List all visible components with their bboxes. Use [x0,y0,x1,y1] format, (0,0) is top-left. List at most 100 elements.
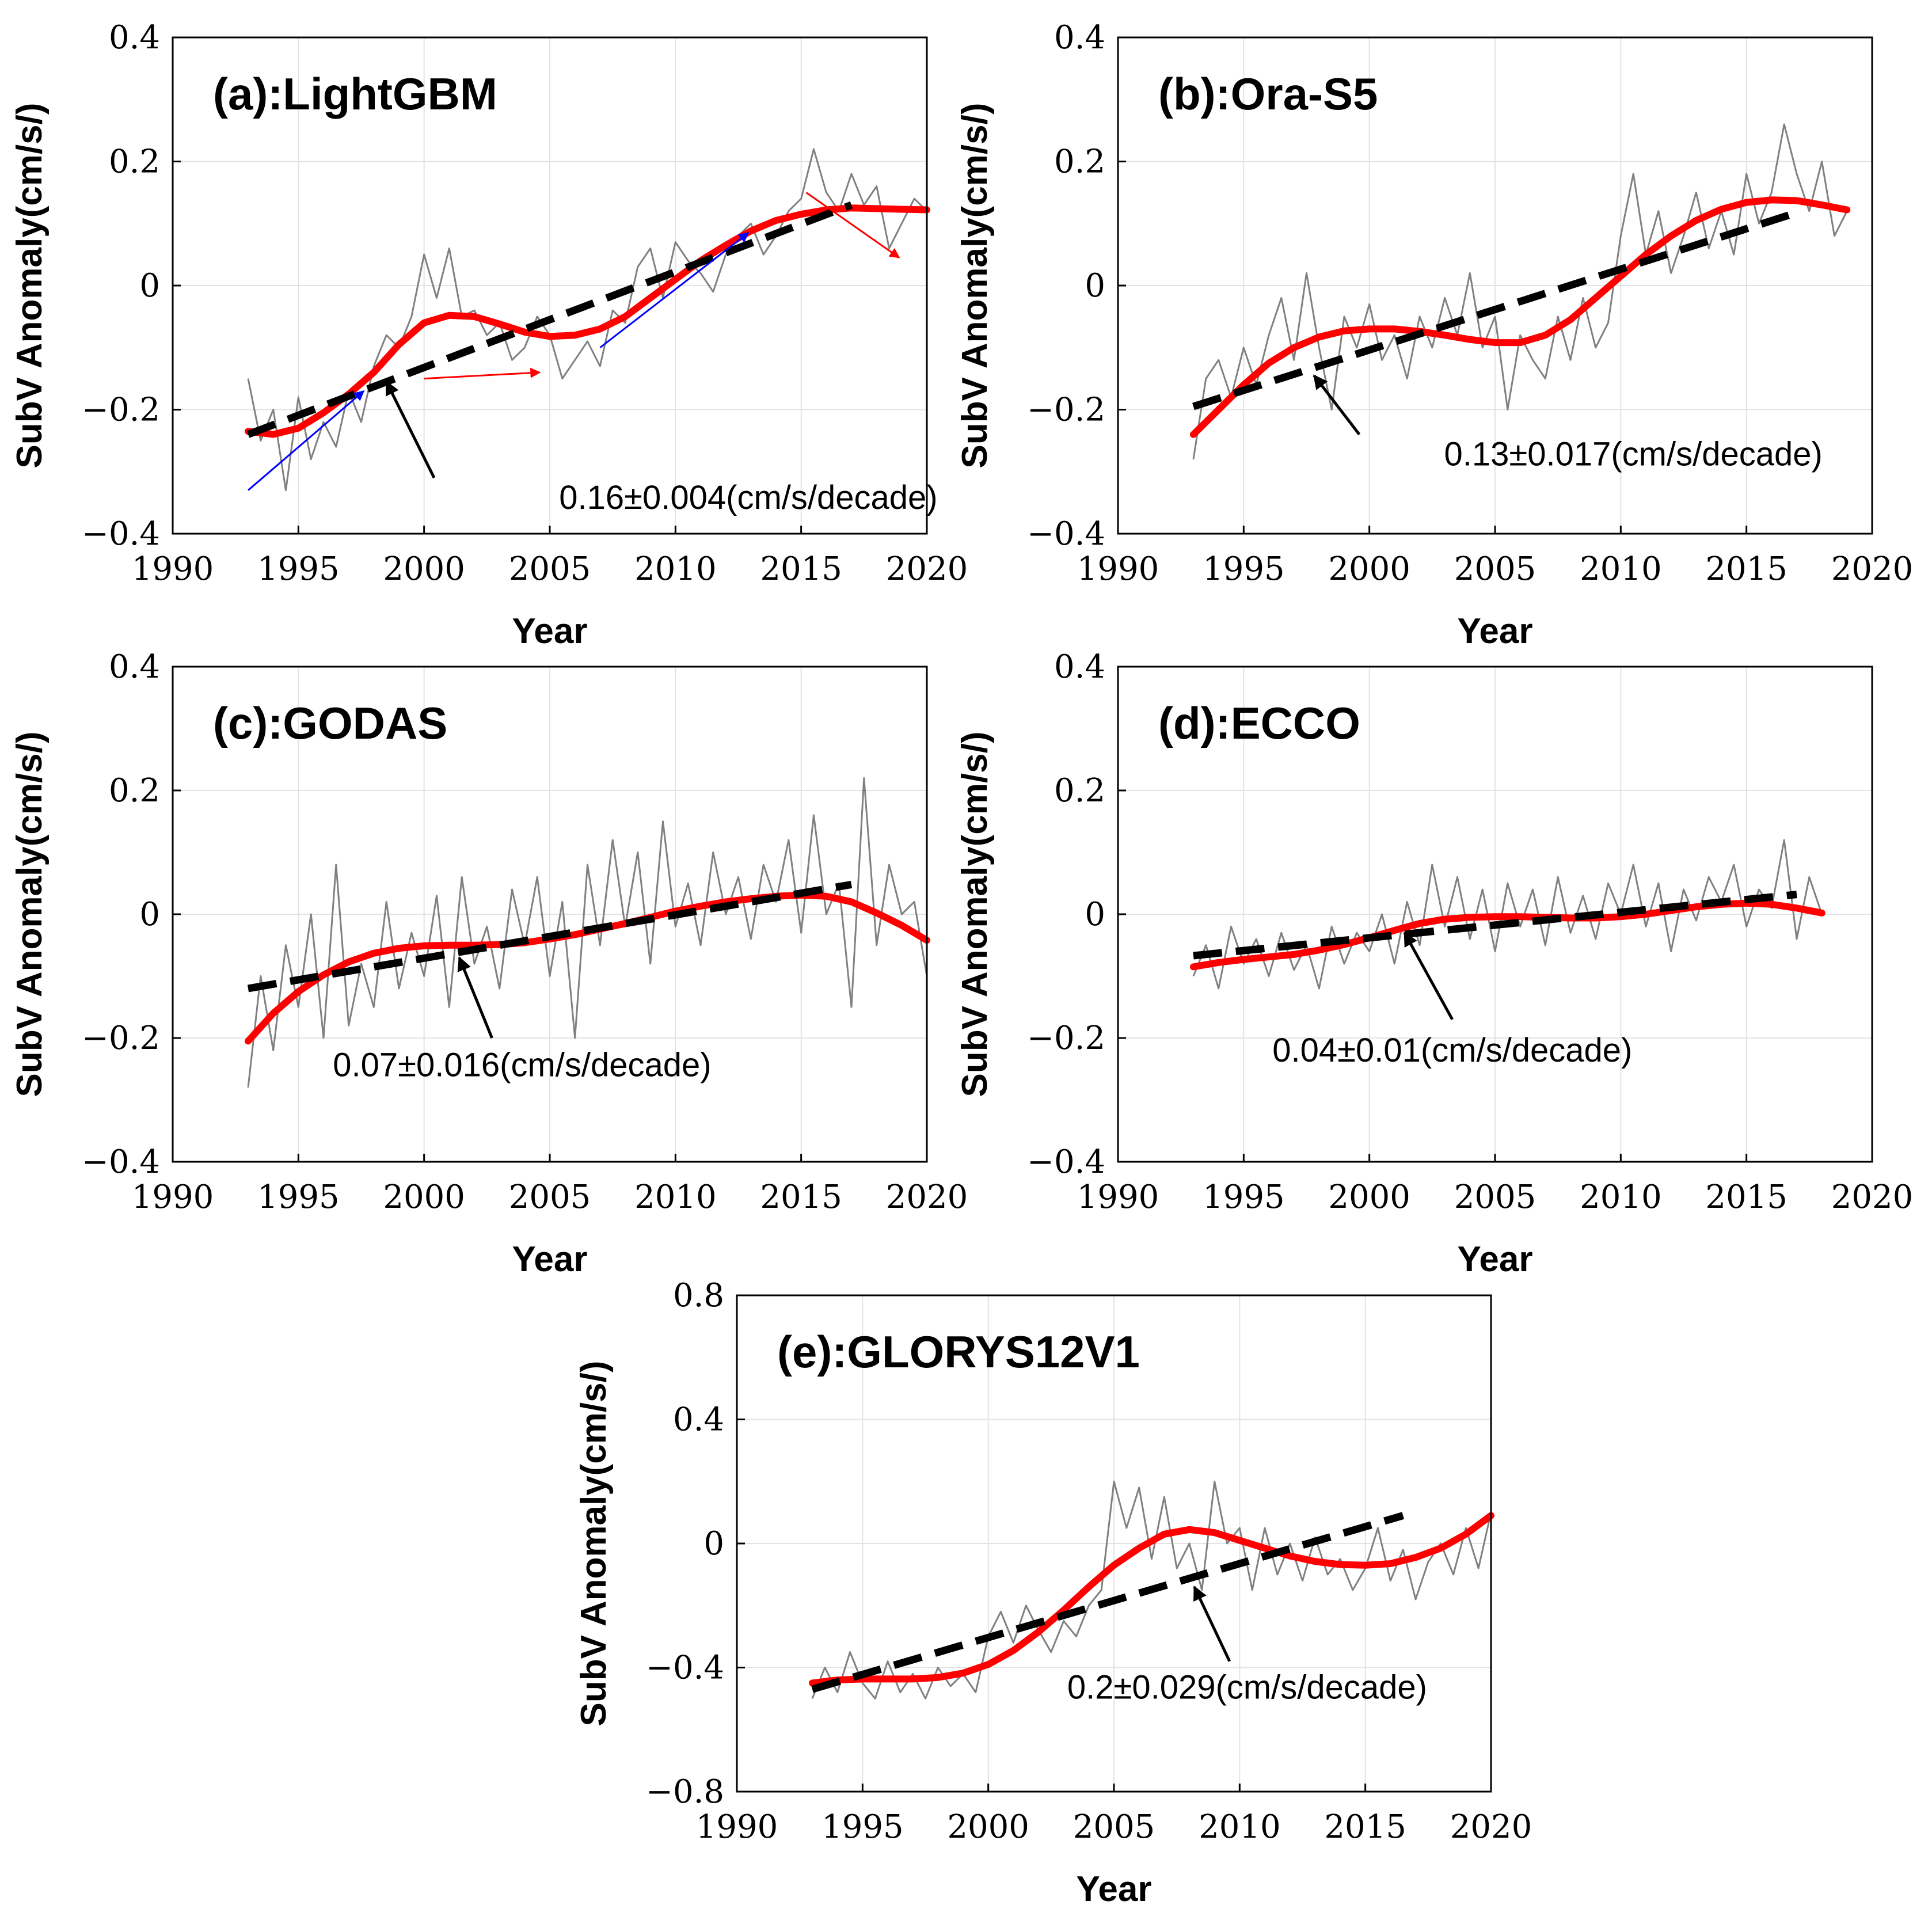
monthly-anomaly-line [247,148,928,492]
y-tick-label: 0.2 [1054,143,1105,181]
x-axis-title: Year [512,1240,587,1279]
smoothed-fit-line [1190,196,1851,438]
y-axis-title: SubV Anomaly(cm/s/) [10,102,50,468]
trend-annotation: 0.04±0.01(cm/s/decade) [1272,1032,1632,1069]
y-tick-label: 0.2 [109,772,160,809]
trend-line [1193,891,1797,960]
panel-4: 1990 1995 2000 2005 2010 2015 2020 −0.8 −0.4 0 0.4… [574,1277,1532,1909]
trend-line [1192,210,1793,410]
annotation-arrow [424,367,541,380]
annotation-arrow [457,956,493,1039]
panel-title: (e):GLORYS12V1 [777,1326,1140,1377]
panel-2: 1990 1995 2000 2005 2010 2015 2020 −0.4 −0.2 0 0.2… [10,648,968,1279]
y-tick-label: −0.4 [1027,1143,1105,1181]
y-tick-label: −0.4 [1027,515,1105,553]
y-tick-label: −0.2 [82,391,160,429]
x-tick-label: 2005 [1073,1808,1155,1846]
y-axis-title: SubV Anomaly(cm/s/) [955,731,995,1097]
x-tick-label: 2000 [383,550,465,588]
x-tick-label: 2000 [1328,550,1410,588]
x-tick-label: 2005 [509,550,591,588]
x-tick-label: 2015 [760,1178,842,1216]
smoothed-fit-line [809,1512,1494,1687]
trend-line [247,880,853,993]
y-tick-label: −0.4 [82,515,160,553]
x-tick-label: 2005 [1454,1178,1537,1216]
x-tick-label: 1995 [1203,550,1285,588]
x-tick-label: 1990 [132,550,214,588]
trend-line [246,201,853,438]
x-tick-label: 2020 [1831,550,1914,588]
x-tick-label: 1990 [696,1808,778,1846]
panel-title: (d):ECCO [1158,698,1360,748]
x-tick-label: 2005 [509,1178,591,1216]
x-tick-label: 2015 [1324,1808,1406,1846]
y-tick-label: 0 [139,267,160,305]
x-tick-label: 2020 [1831,1178,1914,1216]
x-tick-label: 2010 [1580,1178,1662,1216]
y-tick-label: 0.4 [1054,648,1105,686]
smoothed-fit-line [1190,899,1825,971]
y-tick-label: 0 [703,1525,724,1562]
y-axis-title: SubV Anomaly(cm/s/) [10,731,50,1097]
y-tick-label: 0 [1085,896,1105,933]
y-tick-label: 0.4 [673,1401,724,1439]
annotation-arrow [1313,374,1361,436]
x-axis-title: Year [1076,1869,1151,1909]
panel-title: (a):LightGBM [213,69,497,119]
annotation-arrow [599,232,750,348]
y-tick-label: 0.4 [1054,19,1105,56]
x-tick-label: 2000 [947,1808,1029,1846]
x-tick-label: 1995 [257,1178,340,1216]
x-tick-label: 2020 [886,550,968,588]
monthly-anomaly-line [1192,839,1823,990]
x-tick-label: 1995 [822,1808,904,1846]
x-tick-label: 1990 [132,1178,214,1216]
panel-3: 1990 1995 2000 2005 2010 2015 2020 −0.4 −0.2 0 0.2… [955,648,1913,1279]
x-tick-label: 2000 [383,1178,465,1216]
x-tick-label: 2015 [1705,1178,1788,1216]
panel-title: (c):GODAS [213,698,447,748]
panel-0: 1990 1995 2000 2005 2010 2015 2020 −0.4 −0.2 0 0.2… [10,19,968,651]
y-tick-label: −0.2 [82,1020,160,1057]
y-axis-title: SubV Anomaly(cm/s/) [574,1360,614,1726]
x-tick-label: 2020 [1450,1808,1532,1846]
y-tick-label: 0.2 [1054,772,1105,809]
x-axis-title: Year [1457,611,1532,651]
y-tick-label: 0.2 [109,143,160,181]
y-tick-label: −0.2 [1027,1020,1105,1057]
x-tick-label: 2015 [760,550,842,588]
y-tick-label: −0.4 [646,1649,724,1687]
x-tick-label: 1990 [1077,1178,1159,1216]
x-axis-title: Year [512,611,587,651]
annotation-arrow [248,390,365,491]
x-tick-label: 2015 [1705,550,1788,588]
trend-annotation: 0.13±0.017(cm/s/decade) [1444,435,1823,473]
trend-annotation: 0.07±0.016(cm/s/decade) [333,1047,711,1084]
y-tick-label: 0.4 [109,648,160,686]
annotation-arrow [1403,932,1454,1020]
y-tick-label: 0.8 [673,1277,724,1314]
trend-annotation: 0.16±0.004(cm/s/decade) [559,479,937,516]
monthly-anomaly-line [247,777,928,1088]
y-tick-label: −0.8 [646,1773,724,1811]
y-tick-label: −0.2 [1027,391,1105,429]
x-tick-label: 2005 [1454,550,1537,588]
x-tick-label: 1995 [257,550,340,588]
x-tick-label: 2010 [1580,550,1662,588]
x-axis-title: Year [1457,1240,1532,1279]
trend-annotation: 0.2±0.029(cm/s/decade) [1067,1668,1427,1706]
x-tick-label: 2010 [634,550,717,588]
panel-title: (b):Ora-S5 [1158,69,1378,119]
trend-line [811,1512,1405,1693]
annotation-arrow [805,192,900,258]
panel-1: 1990 1995 2000 2005 2010 2015 2020 −0.4 −0.2 0 0.2… [955,19,1913,651]
y-tick-label: 0.4 [109,19,160,56]
x-tick-label: 2010 [634,1178,717,1216]
monthly-anomaly-line [811,1480,1492,1700]
annotation-arrow [1193,1586,1231,1662]
x-tick-label: 1995 [1203,1178,1285,1216]
y-tick-label: 0 [139,896,160,933]
x-tick-label: 1990 [1077,550,1159,588]
